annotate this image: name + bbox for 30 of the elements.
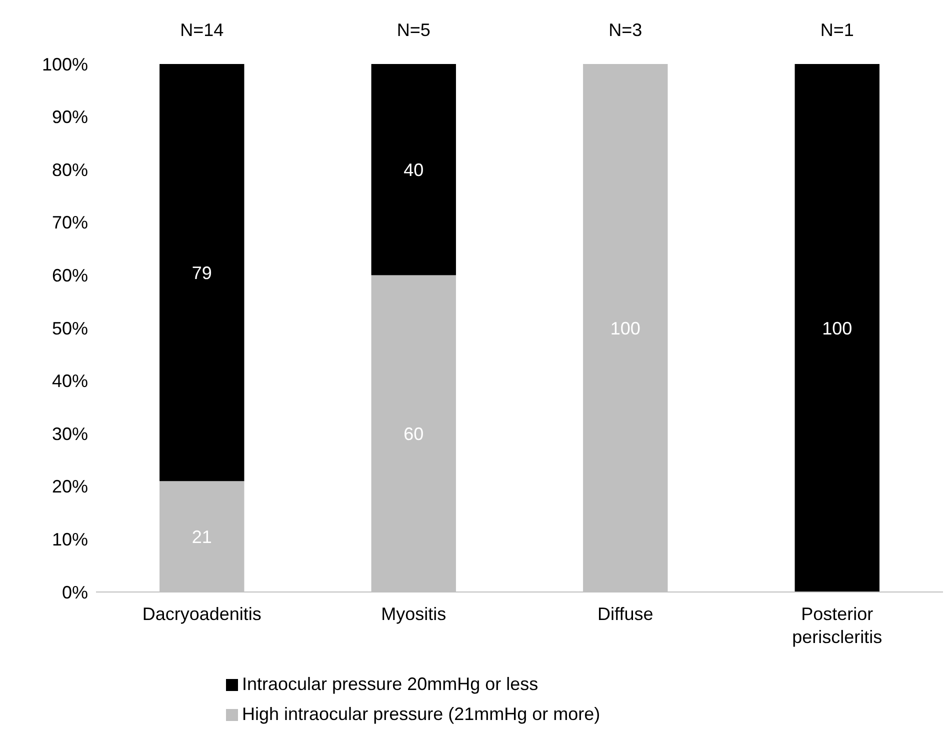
annotation: N=1 <box>820 20 854 40</box>
data-label: 79 <box>192 262 212 283</box>
y-tick-label: 70% <box>52 212 88 233</box>
bar <box>371 64 456 276</box>
y-tick-label: 10% <box>52 530 88 550</box>
y-tick-label: 50% <box>52 318 88 338</box>
annotation: N=5 <box>396 20 430 40</box>
x-tick-label: Diffuse <box>598 604 654 624</box>
y-tick-label: 40% <box>52 371 88 392</box>
legend-label: Intraocular pressure 20mmHg or less <box>242 674 538 694</box>
data-label: 100 <box>822 318 852 338</box>
bar <box>794 64 880 592</box>
annotation: N=3 <box>608 20 642 40</box>
y-tick-label: 30% <box>52 424 88 444</box>
y-tick-label: 60% <box>52 266 88 286</box>
y-tick-label: 90% <box>52 107 88 128</box>
x-tick-label: Posterior periscleritis <box>792 604 882 647</box>
y-tick-label: 100% <box>42 54 88 74</box>
data-label: 40 <box>404 160 424 180</box>
y-tick-label: 0% <box>62 582 88 602</box>
data-label: 21 <box>192 526 212 547</box>
legend-label: High intraocular pressure (21mmHg or more) <box>242 704 600 724</box>
data-label: 100 <box>610 318 640 338</box>
data-label: 60 <box>404 424 424 444</box>
annotation: N=14 <box>180 20 224 40</box>
x-tick-label: Myositis <box>381 604 446 624</box>
y-tick-label: 80% <box>52 160 88 180</box>
y-tick-label: 20% <box>52 476 88 497</box>
bar <box>160 64 244 482</box>
x-tick-label: Dacryoadenitis <box>142 604 262 624</box>
